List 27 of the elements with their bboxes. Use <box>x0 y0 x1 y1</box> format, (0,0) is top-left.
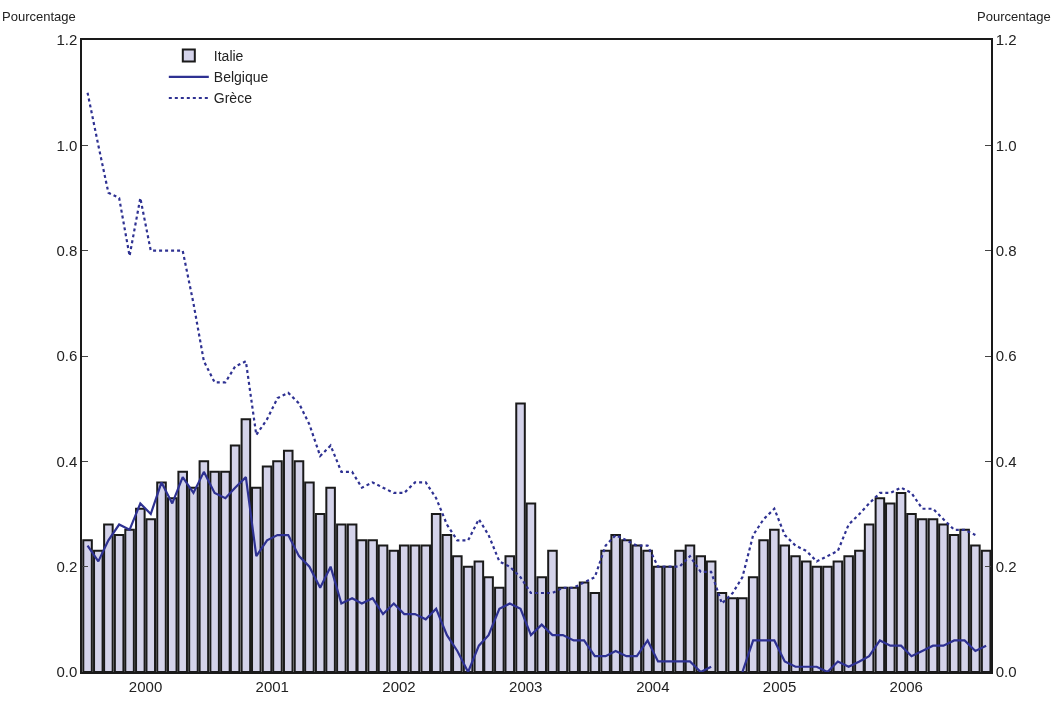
y2-tick-label: 1.2 <box>995 31 1017 49</box>
legend-label: Italie <box>213 48 244 65</box>
x-tick-label: 2002 <box>382 677 416 695</box>
y2-tick-label: 0.2 <box>995 557 1017 575</box>
x-tick-label: 2003 <box>509 677 543 695</box>
x-tick-label: 2000 <box>128 677 163 695</box>
y2-tick-label: 0.0 <box>995 663 1017 681</box>
x-tick-label: 2004 <box>636 677 670 695</box>
legend-label: Belgique <box>213 69 269 86</box>
y-tick-label: 0.0 <box>56 663 78 681</box>
y-tick-label: 0.2 <box>56 557 78 575</box>
y-tick-label: 0.8 <box>56 241 78 259</box>
y-axis-title: Pourcentage <box>2 9 76 24</box>
y-tick-label: 1.0 <box>56 136 78 154</box>
x-tick-label: 2005 <box>762 677 797 695</box>
y2-tick-label: 0.4 <box>995 452 1017 470</box>
y-tick-label: 0.4 <box>56 452 78 470</box>
x-tick-label: 2006 <box>889 677 923 695</box>
legend-label: Grèce <box>213 90 253 107</box>
y2-axis-title: Pourcentage <box>977 9 1051 24</box>
x-tick-label: 2001 <box>255 677 289 695</box>
y2-tick-label: 0.8 <box>995 241 1017 259</box>
y2-tick-label: 1.0 <box>995 136 1017 154</box>
line-series <box>86 91 977 605</box>
y-tick-label: 1.2 <box>56 31 78 49</box>
y-tick-label: 0.6 <box>56 347 78 365</box>
y2-tick-label: 0.6 <box>995 347 1017 365</box>
